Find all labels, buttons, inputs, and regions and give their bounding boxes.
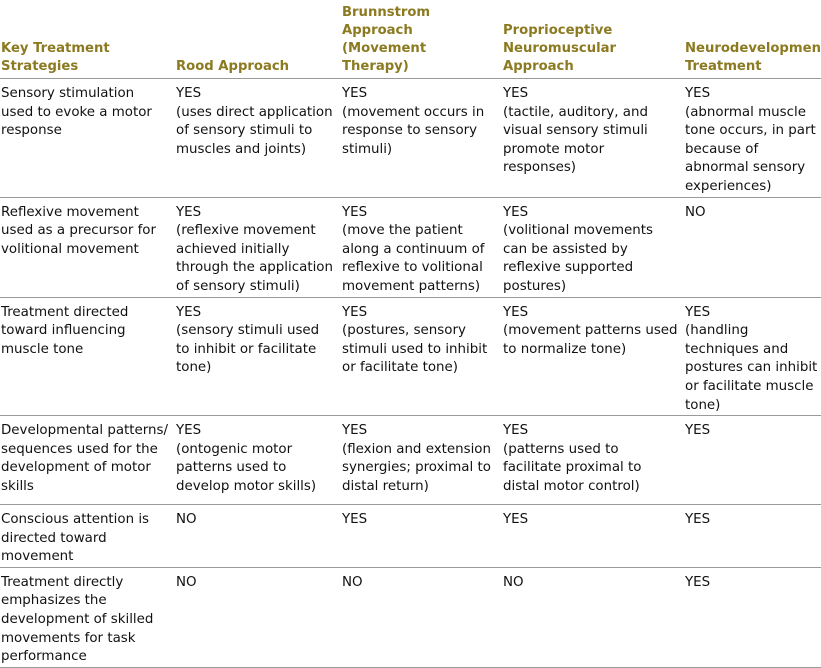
answer-value: YES xyxy=(176,423,202,439)
approach-cell: YES (uses direct application of sensory s… xyxy=(173,78,339,198)
approach-cell: YES (tactile, auditory, and visual sensor… xyxy=(500,78,682,198)
approach-cell: YES xyxy=(682,415,821,506)
answer-value: NO xyxy=(503,574,524,590)
header-brunnstrom-approach: Brunnstrom Approach (Movement Therapy) xyxy=(339,0,500,79)
approach-cell: YES (abnormal muscle tone occurs, in part… xyxy=(682,78,821,198)
answer-value: YES xyxy=(342,86,368,101)
answer-detail: (sensory stimuli used to inhibit or faci… xyxy=(176,323,320,376)
approach-cell: YES (reflexive movement achieved initiall… xyxy=(173,197,339,298)
approach-cell: NO xyxy=(682,197,821,298)
approach-cell: YES (volitional movements can be assisted… xyxy=(500,197,682,298)
answer-value: NO xyxy=(176,574,197,590)
approach-cell: YES (move the patient along a continuum o… xyxy=(339,197,500,298)
answer-detail: (movement occurs in response to sensory … xyxy=(342,104,485,157)
header-rood-approach: Rood Approach xyxy=(173,0,339,79)
table-row: Sensory stimulation used to evoke a moto… xyxy=(0,78,821,198)
answer-detail: (move the patient along a continuum of r… xyxy=(342,223,485,294)
answer-value: YES xyxy=(342,304,368,320)
strategy-cell: Reflexive movement used as a precursor f… xyxy=(0,197,173,298)
header-key-treatment-strategies: Key Treatment Strategies xyxy=(0,0,173,79)
answer-value: YES xyxy=(342,512,368,528)
approach-cell: YES xyxy=(682,504,821,568)
approach-cell: YES (movement occurs in response to senso… xyxy=(339,78,500,198)
table-row: Treatment directed toward influencing mu… xyxy=(0,297,821,417)
strategy-cell: Treatment directly emphasizes the develo… xyxy=(0,567,173,668)
answer-detail: (volitional movements can be assisted by… xyxy=(503,223,654,294)
approach-cell: YES (ontogenic motor patterns used to dev… xyxy=(173,415,339,506)
header-neurodevelopmental-treatment: Neurodevelopmental Treatment xyxy=(682,0,821,79)
approach-cell: NO xyxy=(173,567,339,668)
strategy-cell: Conscious attention is directed toward m… xyxy=(0,504,173,568)
answer-value: YES xyxy=(685,512,711,528)
answer-detail: (reflexive movement achieved initially t… xyxy=(176,223,333,294)
approach-cell: YES (patterns used to facilitate proximal… xyxy=(500,415,682,506)
approach-cell: YES (movement patterns used to normalize … xyxy=(500,297,682,417)
answer-value: YES xyxy=(503,512,529,528)
table-row: Conscious attention is directed toward m… xyxy=(0,504,821,568)
answer-value: NO xyxy=(176,512,197,528)
answer-detail: (abnormal muscle tone occurs, in part be… xyxy=(685,104,816,194)
approach-cell: YES xyxy=(500,504,682,568)
table-row: Reflexive movement used as a precursor f… xyxy=(0,197,821,298)
answer-detail: (postures, sensory stimuli used to inhib… xyxy=(342,323,488,376)
approach-cell: YES (handling techniques and postures can… xyxy=(682,297,821,417)
answer-value: YES xyxy=(685,86,711,101)
approach-cell: YES (sensory stimuli used to inhibit or f… xyxy=(173,297,339,417)
strategy-cell: Developmental patterns/ sequences used f… xyxy=(0,415,173,506)
answer-value: YES xyxy=(503,423,529,439)
strategy-cell: Treatment directed toward influencing mu… xyxy=(0,297,173,417)
answer-detail: (tactile, auditory, and visual sensory s… xyxy=(503,104,648,176)
answer-value: NO xyxy=(342,574,363,590)
approach-cell: YES (flexion and extension synergies; pro… xyxy=(339,415,500,506)
answer-detail: (uses direct application of sensory stim… xyxy=(176,104,333,157)
answer-value: YES xyxy=(685,304,711,320)
approach-cell: YES xyxy=(339,504,500,568)
answer-value: YES xyxy=(503,86,529,101)
answer-value: YES xyxy=(685,574,711,590)
table-row: Developmental patterns/ sequences used f… xyxy=(0,415,821,506)
answer-detail: (ontogenic motor patterns used to develo… xyxy=(176,441,317,494)
approach-cell: NO xyxy=(500,567,682,668)
answer-value: YES xyxy=(176,304,202,320)
answer-detail: (flexion and extension synergies; proxim… xyxy=(342,441,491,494)
answer-value: YES xyxy=(503,304,529,320)
approach-cell: NO xyxy=(339,567,500,668)
strategy-cell: Sensory stimulation used to evoke a moto… xyxy=(0,78,173,198)
approach-cell: NO xyxy=(173,504,339,568)
approach-cell: YES xyxy=(682,567,821,668)
answer-value: YES xyxy=(503,204,529,220)
approach-cell: YES (postures, sensory stimuli used to in… xyxy=(339,297,500,417)
table-body: Sensory stimulation used to evoke a moto… xyxy=(0,78,821,668)
answer-detail: (movement patterns used to normalize ton… xyxy=(503,323,678,357)
answer-value: YES xyxy=(342,204,368,220)
answer-detail: (patterns used to facilitate proximal to… xyxy=(503,441,642,494)
header-row: Key Treatment Strategies Rood Approach B… xyxy=(0,0,821,79)
answer-value: YES xyxy=(176,204,202,220)
header-pnf-approach: Proprioceptive Neuromuscular Approach xyxy=(500,0,682,79)
table-row: Treatment directly emphasizes the develo… xyxy=(0,567,821,668)
answer-value: YES xyxy=(342,423,368,439)
answer-value: YES xyxy=(176,86,202,101)
answer-value: YES xyxy=(685,423,711,439)
answer-value: NO xyxy=(685,204,706,220)
answer-detail: (handling techniques and postures can in… xyxy=(685,323,818,413)
